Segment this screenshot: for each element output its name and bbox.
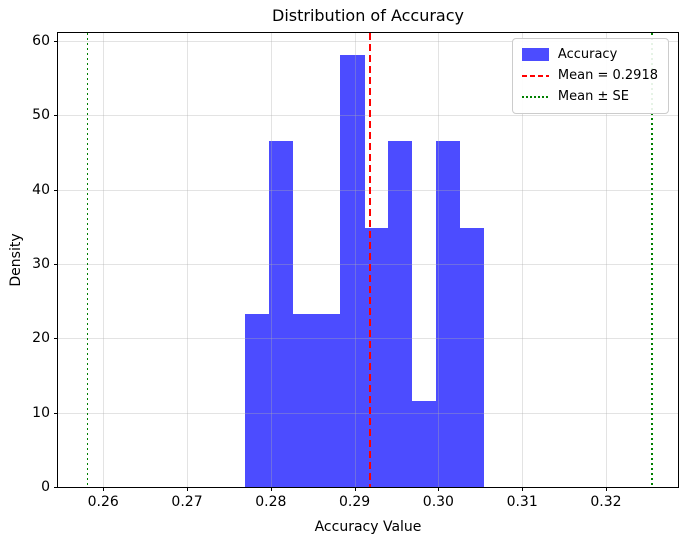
legend-item-accuracy: Accuracy [521,44,658,65]
legend-label: Mean = 0.2918 [557,68,658,83]
x-tick-label: 0.27 [171,494,203,510]
y-tick-label: 0 [41,479,50,495]
reference-lines [58,33,678,487]
y-tick-label: 10 [32,404,50,421]
gridline-horizontal [58,41,678,43]
histogram-bar [435,141,461,487]
histogram-bar [269,141,293,487]
y-tick-mark [54,487,58,488]
x-tick-mark [354,487,356,491]
gridline-vertical [522,33,524,487]
histogram-bar [460,227,484,487]
x-tick-mark [522,487,524,491]
se-lower-line [86,33,89,487]
legend-item-mean: Mean = 0.2918 [521,65,658,86]
x-tick-label: 0.31 [506,494,538,510]
y-tick-mark [54,189,58,191]
chart-title: Distribution of Accuracy [272,6,464,25]
x-axis-label: Accuracy Value [314,519,422,535]
y-tick-mark [54,115,58,117]
legend-label: Accuracy [557,47,618,62]
gridline-horizontal [58,115,678,117]
gridline-vertical [270,33,272,487]
y-tick-label: 60 [32,33,50,50]
y-tick-label: 40 [32,181,50,198]
y-tick-label: 50 [32,107,50,124]
legend-label: Mean ± SE [557,89,629,104]
x-tick-mark [270,487,272,491]
x-tick-mark [103,487,105,491]
gridline-horizontal [58,264,678,266]
mean-line [368,33,371,487]
x-tick-label: 0.28 [255,494,287,510]
gridline-vertical [354,33,356,487]
gridline-vertical [187,33,189,487]
legend-dashed-line-swatch [521,74,549,77]
x-tick-mark [438,487,440,491]
histogram-bar [244,314,270,487]
legend-patch-swatch [521,48,549,61]
x-tick-label: 0.26 [87,494,119,510]
plot-area: Accuracy Mean = 0.2918 Mean ± SE [58,33,678,488]
histogram-bar [340,54,365,487]
legend: Accuracy Mean = 0.2918 Mean ± SE [511,38,669,114]
histogram-bar [292,314,317,487]
gridline-horizontal [58,487,678,488]
x-tick-mark [605,487,607,491]
se-upper-line [651,33,653,487]
legend-item-se: Mean ± SE [521,86,658,107]
gridline-vertical [605,33,607,487]
gridline-horizontal [58,189,678,191]
y-tick-mark [54,412,58,414]
histogram-bar [412,400,436,487]
x-tick-mark [187,487,189,491]
x-tick-label: 0.30 [422,494,454,510]
y-tick-mark [54,264,58,266]
legend-dotted-line-swatch [521,95,549,98]
y-tick-label: 30 [32,256,50,273]
y-tick-mark [54,338,58,340]
x-tick-label: 0.29 [339,494,371,510]
histogram-bar [316,314,341,487]
y-tick-label: 20 [32,330,50,347]
gridlines [58,33,678,488]
x-tick-label: 0.32 [590,494,622,510]
gridline-vertical [103,33,105,487]
y-tick-mark [54,41,58,43]
gridline-vertical [438,33,440,487]
histogram-bar [388,141,413,487]
gridline-horizontal [58,338,678,340]
gridline-horizontal [58,412,678,414]
